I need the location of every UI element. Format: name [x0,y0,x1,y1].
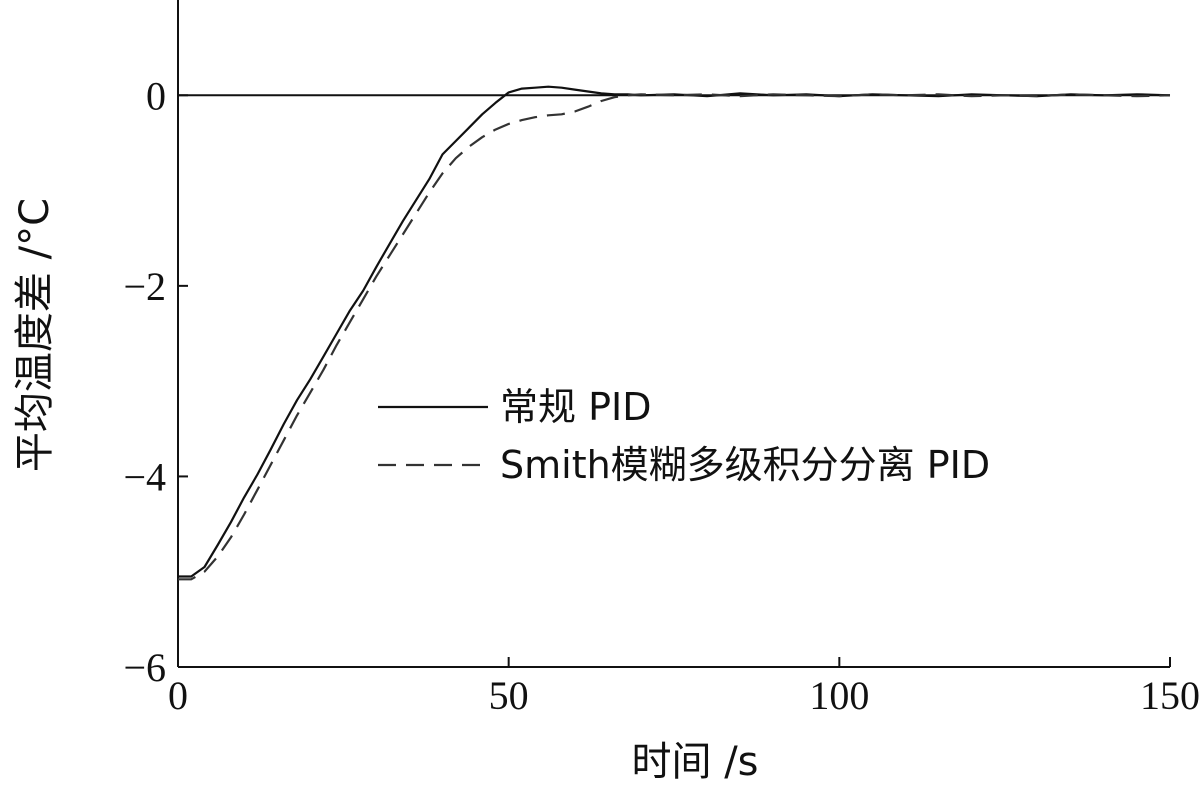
y-tick-label: 0 [146,73,166,118]
y-tick-label: −4 [123,454,166,499]
legend: 常规 PID Smith模糊多级积分分离 PID [378,385,990,487]
legend-label-1: 常规 PID [500,385,651,429]
y-tick-label: −6 [123,645,166,690]
legend-label-2: Smith模糊多级积分分离 PID [500,443,990,487]
series-lines [178,85,1171,581]
x-tick-label: 100 [809,673,869,718]
series-line-2 [178,93,1171,581]
y-tick-label: −2 [123,264,166,309]
x-tick-label: 0 [168,673,188,718]
x-tick-label: 150 [1140,673,1200,718]
x-axis-ticks: 0 50 100 150 [168,657,1200,718]
y-axis-label: 平均温度差 /°C [12,198,58,472]
x-tick-label: 50 [489,673,529,718]
y-axis-ticks: 0 −2 −4 −6 [123,73,188,690]
axes-frame [177,0,1170,668]
series-line-1 [178,85,1171,578]
x-axis-label: 时间 /s [631,739,758,785]
